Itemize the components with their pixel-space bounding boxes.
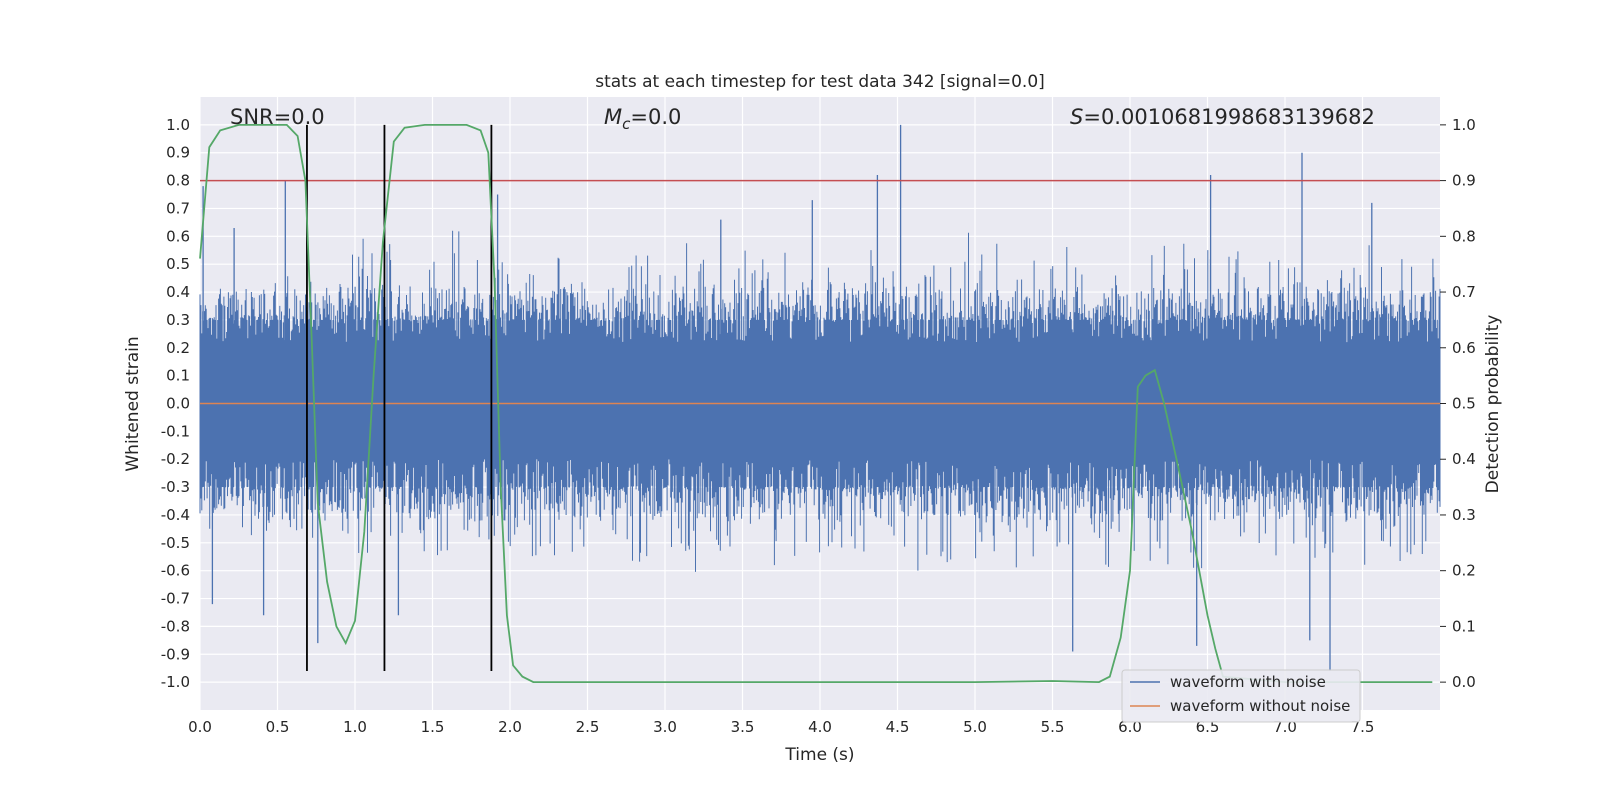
y-left-tick-label: -0.5 — [161, 534, 190, 552]
x-tick-label: 3.0 — [653, 718, 677, 736]
y-left-tick-label: -0.4 — [161, 506, 190, 524]
x-tick-label: 2.0 — [498, 718, 522, 736]
y-left-tick-label: -0.8 — [161, 617, 190, 635]
y-left-tick-label: 0.3 — [166, 311, 190, 329]
y-left-tick-label: 0.6 — [166, 227, 190, 245]
y-left-tick-label: 0.4 — [166, 283, 190, 301]
y-right-tick-label: 0.7 — [1452, 283, 1476, 301]
chirp-mass-annotation: Mc=0.0 — [604, 105, 681, 133]
y-left-tick-label: -0.7 — [161, 590, 190, 608]
y-left-tick-label: -0.3 — [161, 478, 190, 496]
x-axis-label: Time (s) — [784, 745, 854, 765]
legend: waveform with noise waveform without noi… — [1121, 669, 1361, 723]
chart-title: stats at each timestep for test data 342… — [595, 72, 1045, 92]
x-tick-label: 1.0 — [343, 718, 367, 736]
series-waveform-with-noise — [199, 124, 1441, 671]
y-right-tick-label: 0.0 — [1452, 673, 1476, 691]
detection-probability-line — [199, 124, 1433, 684]
y-right-tick-label: 1.0 — [1452, 116, 1476, 134]
x-tick-label: 5.0 — [963, 718, 987, 736]
y-right-tick-label: 0.8 — [1452, 227, 1476, 245]
chirp-mass-symbol: M — [604, 105, 622, 129]
legend-label-without-noise: waveform without noise — [1170, 697, 1350, 715]
y-left-tick-label: 1.0 — [166, 116, 190, 134]
y-left-tick-label: -0.9 — [161, 645, 190, 663]
y-left-tick-label: -1.0 — [161, 673, 190, 691]
x-tick-label: 0.0 — [188, 718, 212, 736]
x-tick-label: 3.5 — [731, 718, 755, 736]
x-tick-label: 5.5 — [1041, 718, 1065, 736]
y-right-tick-label: 0.4 — [1452, 450, 1476, 468]
y-right-tick-label: 0.5 — [1452, 395, 1476, 413]
legend-label-with-noise: waveform with noise — [1170, 673, 1326, 691]
x-tick-label: 0.5 — [266, 718, 290, 736]
y-right-tick-label: 0.1 — [1452, 617, 1476, 635]
y-axis-right-label: Detection probability — [1483, 315, 1503, 494]
y-left-tick-label: 0.9 — [166, 144, 190, 162]
y-left-tick-label: 0.7 — [166, 199, 190, 217]
s-annotation: S=0.0010681998683139682 — [1070, 105, 1375, 129]
y-left-tick-label: 0.1 — [166, 367, 190, 385]
y-left-tick-label: -0.1 — [161, 422, 190, 440]
s-value: =0.0010681998683139682 — [1083, 105, 1375, 129]
y-left-tick-label: 0.5 — [166, 255, 190, 273]
x-tick-label: 1.5 — [421, 718, 445, 736]
s-symbol: S — [1070, 105, 1083, 129]
y-left-tick-label: 0.8 — [166, 172, 190, 190]
y-right-tick-label: 0.3 — [1452, 506, 1476, 524]
y-left-tick-label: 0.0 — [166, 395, 190, 413]
y-right-tick-label: 0.2 — [1452, 562, 1476, 580]
y-left-tick-label: 0.2 — [166, 339, 190, 357]
legend-box — [1121, 669, 1361, 723]
y-left-tick-label: -0.6 — [161, 562, 190, 580]
y-axis-left-label: Whitened strain — [123, 336, 143, 471]
snr-annotation: SNR=0.0 — [230, 105, 325, 129]
y-right-tick-label: 0.9 — [1452, 172, 1476, 190]
x-tick-label: 4.5 — [886, 718, 910, 736]
y-axis-right-ticks: 1.0 0.9 0.8 0.7 0.6 0.5 0.4 0.3 0.2 0.1 0.0 — [1440, 116, 1476, 691]
chirp-mass-subscript: c — [622, 115, 631, 133]
y-axis-left-ticks: 1.0 0.9 0.8 0.7 0.6 0.5 0.4 0.3 0.2 0.1 0.0 -0.1 -0.… — [161, 116, 190, 691]
x-tick-label: 2.5 — [576, 718, 600, 736]
series-detection-probability — [199, 124, 1433, 684]
y-right-tick-label: 0.6 — [1452, 339, 1476, 357]
x-tick-label: 4.0 — [808, 718, 832, 736]
y-left-tick-label: -0.2 — [161, 450, 190, 468]
chirp-mass-value: =0.0 — [630, 105, 681, 129]
